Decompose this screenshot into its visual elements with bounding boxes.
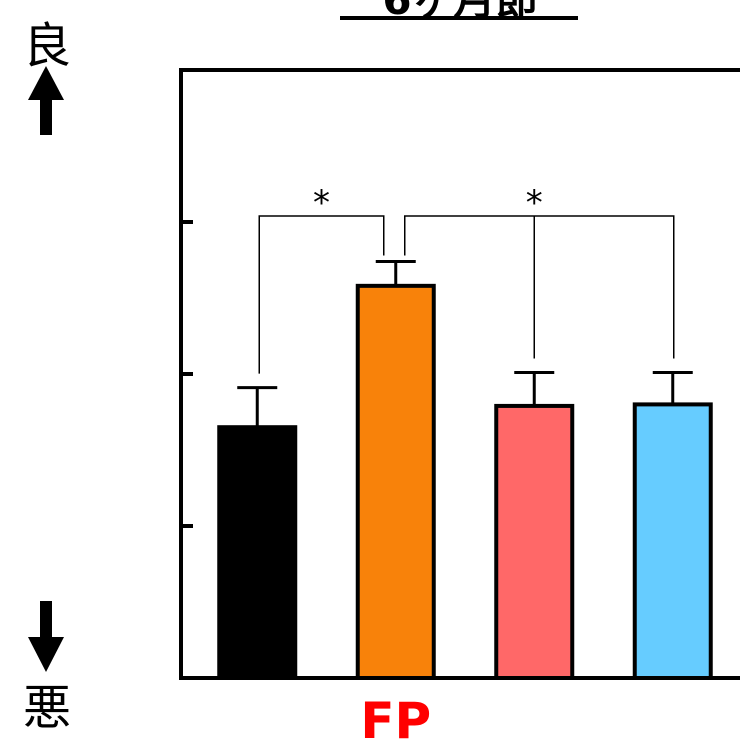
bar xyxy=(358,286,434,678)
bar xyxy=(635,404,711,678)
bars xyxy=(219,262,711,678)
significance-star: * xyxy=(313,183,330,223)
category-label: FP xyxy=(360,692,431,740)
category-labels: FP xyxy=(360,692,431,740)
good-label: 良 xyxy=(23,18,71,74)
bad-label: 悪 xyxy=(23,680,71,736)
bar xyxy=(496,406,572,678)
down-arrow-icon xyxy=(28,601,64,672)
significance-star: * xyxy=(526,183,543,223)
chart-title: 6ヶ月節 xyxy=(382,0,537,24)
significance-brackets: * * xyxy=(259,183,674,374)
up-arrow-icon xyxy=(28,66,64,135)
significance-bracket xyxy=(405,216,674,358)
bar xyxy=(219,427,295,678)
